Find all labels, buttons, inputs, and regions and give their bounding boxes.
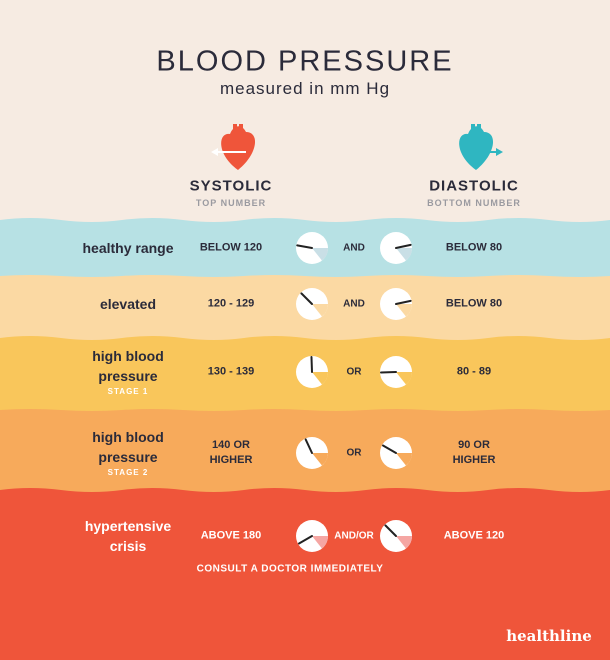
arrow bbox=[496, 148, 503, 156]
category-text: hypertensive crisis bbox=[84, 518, 172, 554]
row-category: high blood pressure STAGE 1 bbox=[78, 346, 178, 398]
heart-icon bbox=[239, 124, 243, 132]
connector: OR bbox=[346, 366, 362, 378]
connector: AND bbox=[343, 298, 365, 310]
stage-label: STAGE 2 bbox=[107, 468, 149, 477]
gauge-fill bbox=[396, 304, 412, 317]
gauge-needle bbox=[395, 299, 412, 305]
diastolic-value: 90 OR HIGHER bbox=[452, 439, 496, 466]
heart-icon bbox=[221, 126, 256, 170]
gauge-fill bbox=[312, 304, 328, 317]
subtitle: measured in mm Hg bbox=[219, 79, 391, 98]
category-text: elevated bbox=[99, 296, 157, 312]
gauge-fill bbox=[396, 453, 412, 466]
gauge-needle bbox=[380, 371, 397, 374]
column-sublabel: BOTTOM NUMBER bbox=[427, 198, 521, 208]
gauge-fill bbox=[312, 536, 328, 549]
gauge-needle bbox=[298, 535, 313, 545]
systolic-value: 120 - 129 bbox=[207, 297, 255, 310]
row-category: elevated bbox=[78, 294, 178, 314]
gauge-fill bbox=[312, 248, 328, 261]
gauge-needle bbox=[382, 444, 397, 454]
gauge-fill bbox=[396, 372, 412, 385]
systolic-value: BELOW 120 bbox=[199, 241, 263, 254]
gauge-needle bbox=[296, 244, 313, 249]
connector: AND bbox=[343, 242, 365, 254]
row-category: hypertensive crisis bbox=[78, 516, 178, 556]
heart-icon bbox=[459, 126, 494, 170]
gauge-needle bbox=[384, 524, 397, 537]
systolic-value: ABOVE 180 bbox=[200, 529, 262, 542]
band bbox=[0, 488, 610, 660]
column-label: DIASTOLIC bbox=[429, 177, 519, 195]
category-text: high blood pressure bbox=[92, 348, 164, 384]
connector: AND/OR bbox=[334, 530, 374, 542]
category-text: healthy range bbox=[82, 240, 174, 256]
gauge-needle bbox=[310, 356, 313, 373]
connector: OR bbox=[346, 447, 362, 459]
systolic-value: 130 - 139 bbox=[207, 365, 255, 378]
gauge-needle bbox=[300, 292, 313, 305]
diastolic-value: 80 - 89 bbox=[456, 365, 492, 378]
column-sublabel: TOP NUMBER bbox=[195, 198, 267, 208]
gauge-fill bbox=[312, 372, 328, 385]
row-note: CONSULT A DOCTOR IMMEDIATELY bbox=[196, 563, 384, 575]
heart-icon bbox=[233, 124, 237, 134]
category-text: high blood pressure bbox=[92, 429, 164, 465]
diastolic-value: BELOW 80 bbox=[445, 241, 503, 254]
gauge-needle bbox=[304, 438, 313, 454]
gauge-fill bbox=[396, 248, 412, 261]
gauge-fill bbox=[396, 536, 412, 549]
gauge-needle bbox=[395, 243, 412, 249]
stage-label: STAGE 1 bbox=[107, 387, 149, 396]
arrow bbox=[211, 148, 218, 156]
row-category: high blood pressure STAGE 2 bbox=[78, 427, 178, 479]
column-label: SYSTOLIC bbox=[189, 177, 273, 195]
diastolic-value: BELOW 80 bbox=[445, 297, 503, 310]
systolic-value: 140 OR HIGHER bbox=[209, 439, 253, 466]
gauge-fill bbox=[312, 453, 328, 466]
diastolic-value: ABOVE 120 bbox=[443, 529, 505, 542]
heart-icon bbox=[471, 124, 475, 134]
brand: healthline bbox=[506, 627, 592, 645]
heart-icon bbox=[477, 124, 481, 132]
row-category: healthy range bbox=[78, 238, 178, 258]
title: BLOOD PRESSURE bbox=[156, 45, 454, 78]
